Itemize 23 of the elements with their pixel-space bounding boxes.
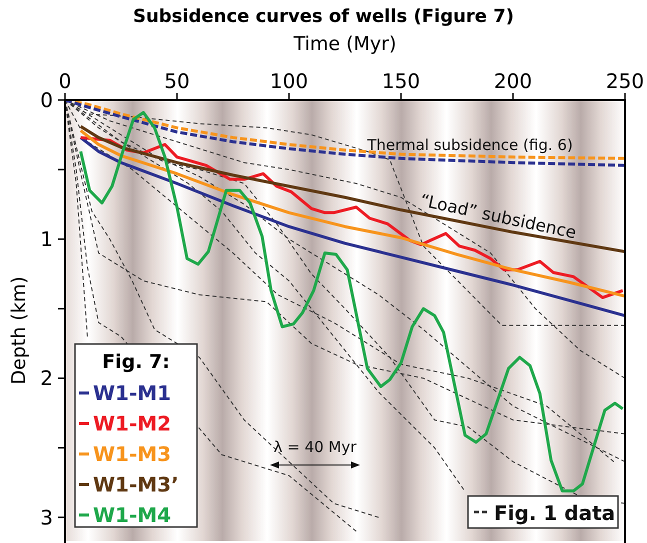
legend-label: W1-M1 — [93, 381, 172, 405]
y-tick-label: 2 — [40, 366, 53, 390]
y-tick-label: 1 — [40, 227, 53, 252]
annotation: “Load” subsidence — [418, 190, 578, 244]
annotation: λ = 40 Myr — [274, 438, 358, 456]
chart-title: Subsidence curves of wells (Figure 7) — [133, 6, 514, 27]
x-tick-label: 250 — [606, 69, 644, 93]
legend-label: Fig. 1 data — [494, 501, 616, 525]
annotation: Thermal subsidence (fig. 6) — [366, 136, 573, 154]
legend-label: W1-M4 — [93, 503, 172, 527]
legend-label: W1-M3 — [93, 442, 172, 466]
legend-label: W1-M3’ — [93, 472, 179, 496]
x-tick-label: 200 — [494, 69, 532, 93]
y-tick-label: 3 — [40, 505, 53, 530]
x-tick-label: 150 — [382, 69, 420, 93]
x-tick-label: 100 — [270, 69, 308, 93]
x-axis-title: Time (Myr) — [292, 33, 396, 55]
y-tick-label: 0 — [40, 88, 53, 112]
x-tick-label: 50 — [164, 69, 190, 93]
y-axis-title: Depth (km) — [8, 276, 30, 385]
legend-title: Fig. 7: — [102, 351, 170, 373]
x-tick-label: 0 — [58, 69, 72, 93]
legend-label: W1-M2 — [93, 412, 172, 436]
